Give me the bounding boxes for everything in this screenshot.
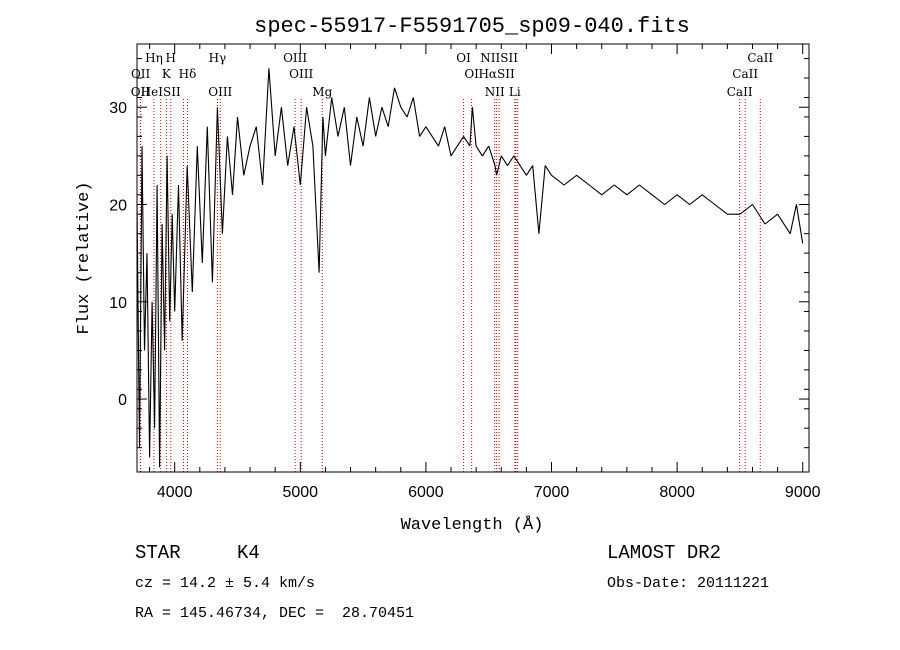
obs-date-text: Obs-Date: 20111221 xyxy=(607,575,770,592)
x-tick-label: 4000 xyxy=(157,484,193,501)
line-label: Mg xyxy=(312,85,332,99)
x-tick-label: 9000 xyxy=(785,484,821,501)
line-label: CaII xyxy=(732,67,758,81)
line-label: K xyxy=(162,67,172,81)
coordinates-text: RA = 145.46734, DEC = 28.70451 xyxy=(135,605,415,622)
line-label: HαSII xyxy=(478,67,515,81)
line-label: NII xyxy=(485,85,505,99)
line-label: OIII xyxy=(208,85,232,99)
x-tick-label: 7000 xyxy=(534,484,570,501)
y-tick-label: 20 xyxy=(109,198,127,215)
spectrum-line xyxy=(136,68,804,468)
line-label: OII xyxy=(131,85,151,99)
x-axis-label: Wavelength (Å) xyxy=(401,516,544,535)
x-tick-label: 5000 xyxy=(282,484,318,501)
y-axis-label: Flux (relative) xyxy=(75,181,94,334)
line-label: OIII xyxy=(289,67,313,81)
x-axis: 4000 5000 6000 7000 8000 9000 xyxy=(149,44,821,501)
object-class: STAR xyxy=(135,542,181,564)
plot-frame xyxy=(136,43,810,473)
chart-title: spec-55917-F5591705_sp09-040.fits xyxy=(254,14,690,39)
line-label: OI xyxy=(456,51,471,65)
line-label: OII xyxy=(131,67,151,81)
survey-name: LAMOST DR2 xyxy=(607,542,722,564)
line-label: CaII xyxy=(747,51,773,65)
line-label: CaII xyxy=(727,85,753,99)
line-label: H xyxy=(166,51,176,65)
object-subclass: K4 xyxy=(237,542,260,564)
line-label: Li xyxy=(509,85,521,99)
line-label: Hδ xyxy=(179,67,197,81)
x-tick-label: 8000 xyxy=(659,484,695,501)
y-tick-label: 10 xyxy=(109,295,127,312)
line-label: NIISII xyxy=(480,51,518,65)
line-label: Hη xyxy=(145,51,163,65)
line-label: HeISII xyxy=(141,85,181,99)
redshift-text: cz = 14.2 ± 5.4 km/s xyxy=(135,575,316,592)
y-tick-label: 30 xyxy=(109,100,127,117)
line-label: Hγ xyxy=(209,51,227,65)
y-tick-label: 0 xyxy=(118,392,127,409)
y-axis: 0 10 20 30 xyxy=(109,58,809,449)
x-tick-label: 6000 xyxy=(408,484,444,501)
line-label: OI xyxy=(464,67,479,81)
line-label: OIII xyxy=(283,51,307,65)
